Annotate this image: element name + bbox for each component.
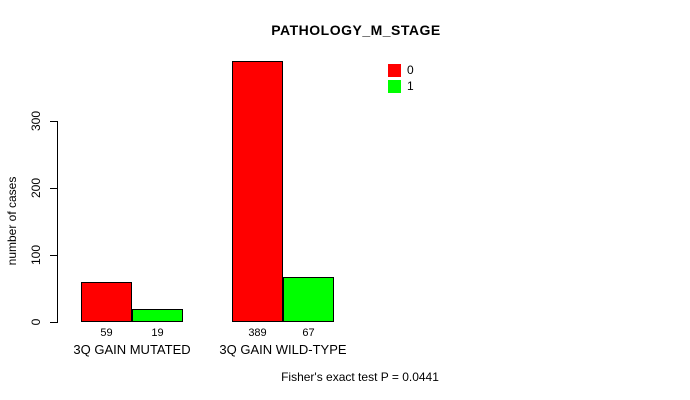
bar-0-group-0 <box>81 282 132 322</box>
y-tick-label: 0 <box>29 318 43 326</box>
category-label: 3Q GAIN WILD-TYPE <box>219 342 347 357</box>
legend-label: 1 <box>407 79 414 93</box>
bar-value-label: 59 <box>100 327 113 339</box>
bar-1-group-0 <box>132 309 183 322</box>
bar-value-label: 67 <box>302 327 315 339</box>
bar-value-label: 389 <box>248 327 267 339</box>
y-axis-line <box>57 121 58 323</box>
legend-row: 1 <box>388 80 414 93</box>
y-tick-mark <box>50 188 58 189</box>
legend-row: 0 <box>388 64 414 77</box>
legend-label: 0 <box>407 63 414 77</box>
y-tick-mark <box>50 121 58 122</box>
y-tick-label: 200 <box>29 177 43 199</box>
y-axis-label: number of cases <box>5 176 19 266</box>
y-tick-mark <box>50 322 58 323</box>
legend-swatch <box>388 64 401 77</box>
chart-title: PATHOLOGY_M_STAGE <box>271 22 441 38</box>
category-label: 3Q GAIN MUTATED <box>73 342 191 357</box>
bar-value-label: 19 <box>151 327 164 339</box>
y-tick-label: 100 <box>29 244 43 266</box>
bar-0-group-1 <box>232 61 283 322</box>
y-tick-mark <box>50 255 58 256</box>
bar-1-group-1 <box>283 277 334 322</box>
y-tick-label: 300 <box>29 110 43 132</box>
stat-annotation: Fisher's exact test P = 0.0441 <box>281 370 439 384</box>
legend-swatch <box>388 80 401 93</box>
